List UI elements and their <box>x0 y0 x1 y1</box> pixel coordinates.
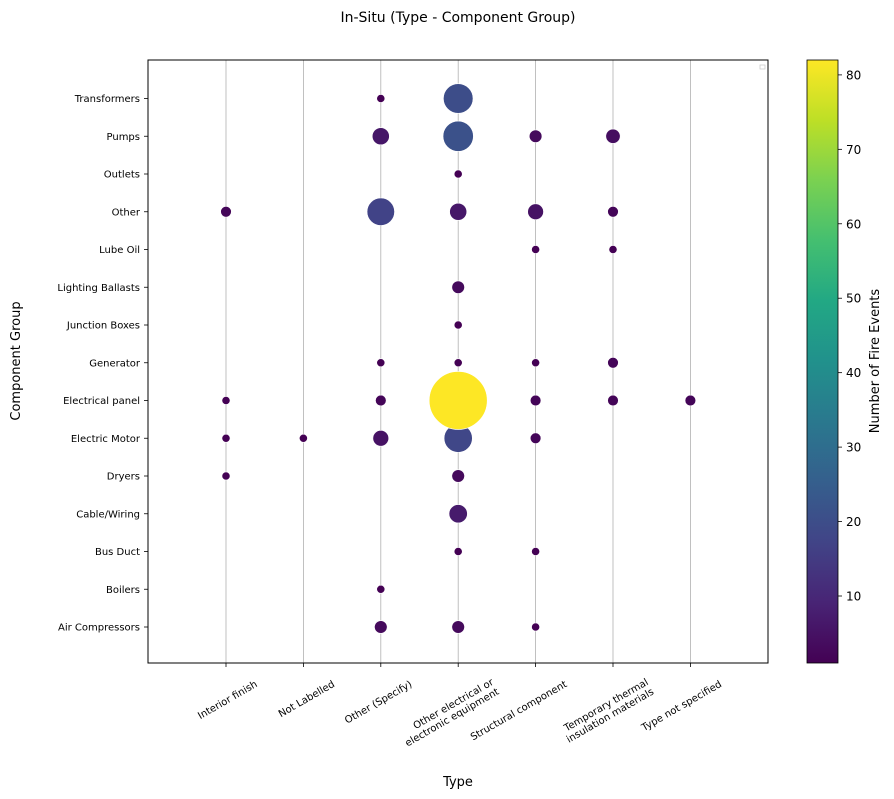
bubble-point <box>451 469 465 483</box>
bubble-point <box>299 433 308 443</box>
bubble-point <box>442 120 474 152</box>
bubble-point <box>607 394 619 407</box>
bubble-point <box>376 584 386 594</box>
colorbar-tick-label: 60 <box>846 217 861 231</box>
bubble-point <box>453 169 463 179</box>
bubble-point <box>220 206 232 218</box>
colorbar-tick-label: 50 <box>846 292 861 306</box>
y-tick-label: Cable/Wiring <box>76 509 140 520</box>
bubble-point <box>529 394 542 407</box>
y-tick-label: Air Compressors <box>58 623 140 634</box>
bubble-point <box>366 197 395 226</box>
y-tick-label: Bus Duct <box>95 547 140 558</box>
bubble-point <box>531 245 540 254</box>
y-tick-label: Boilers <box>106 585 140 596</box>
colorbar-tick-label: 20 <box>846 515 861 529</box>
bubble-point <box>221 433 231 443</box>
bubble-point <box>371 127 390 146</box>
y-axis-label: Component Group <box>9 301 24 420</box>
bubble-point <box>453 547 463 556</box>
bubble-point <box>428 371 488 430</box>
colorbar-tick-label: 40 <box>846 366 861 380</box>
legend-placeholder <box>759 64 766 70</box>
colorbar-tick-label: 10 <box>846 590 861 604</box>
bubble-point <box>376 94 386 103</box>
colorbar-tick-label: 80 <box>846 68 861 82</box>
bubble-point <box>528 129 543 143</box>
y-tick-label: Lube Oil <box>99 245 140 256</box>
colorbar-label: Number of Fire Events <box>868 289 883 434</box>
chart-title: In-Situ (Type - Component Group) <box>340 10 575 26</box>
x-tick-label: Type not specified <box>639 679 724 734</box>
x-axis-label: Type <box>442 775 473 790</box>
y-tick-labels: Air Compressors Boilers Bus Duct Cable/Wiri… <box>57 94 148 634</box>
colorbar-tick-label: 30 <box>846 441 861 455</box>
y-tick-label: Junction Boxes <box>66 321 140 332</box>
y-tick-label: Dryers <box>107 472 140 483</box>
bubble-point <box>531 622 540 632</box>
bubble-point <box>221 396 231 405</box>
bubble-point <box>453 320 463 330</box>
bubble-point <box>451 620 465 634</box>
y-tick-label: Lighting Ballasts <box>57 283 140 294</box>
bubble-point <box>376 358 386 368</box>
data-points <box>220 83 697 634</box>
bubble-point <box>372 430 390 447</box>
y-tick-label: Electrical panel <box>63 396 140 407</box>
bubble-point <box>451 280 465 294</box>
bubble-point <box>449 202 468 221</box>
bubble-point <box>684 394 697 407</box>
bubble-point <box>221 471 231 481</box>
bubble-point <box>531 547 540 556</box>
bubble-point <box>531 358 540 368</box>
x-tick-labels: Interior finish Not Labelled Other (Specif… <box>196 663 724 749</box>
y-tick-label: Other <box>112 207 141 218</box>
bubble-point <box>607 206 619 218</box>
y-tick-label: Outlets <box>104 170 140 181</box>
x-tick-label: Other (Specify) <box>343 679 414 726</box>
colorbar-ticks: 10 20 30 40 50 60 70 80 <box>838 68 861 604</box>
x-tick-label: Temporary thermalinsulation materials <box>559 677 656 745</box>
bubble-point <box>605 128 621 144</box>
x-tick-label: Not Labelled <box>277 679 337 720</box>
y-tick-label: Electric Motor <box>71 434 141 445</box>
bubble-point <box>443 83 474 114</box>
bubble-point <box>607 357 619 369</box>
bubble-point <box>453 358 463 368</box>
colorbar-tick-label: 70 <box>846 143 861 157</box>
bubble-point <box>448 504 468 524</box>
y-tick-label: Generator <box>89 358 141 369</box>
y-tick-label: Transformers <box>74 94 140 105</box>
bubble-point <box>529 432 542 444</box>
y-tick-label: Pumps <box>107 132 141 143</box>
bubble-point <box>608 245 618 254</box>
bubble-point <box>527 203 544 220</box>
colorbar <box>806 59 839 664</box>
x-tick-label: Interior finish <box>196 679 259 722</box>
bubble-point <box>374 620 388 634</box>
bubble-point <box>375 394 387 407</box>
